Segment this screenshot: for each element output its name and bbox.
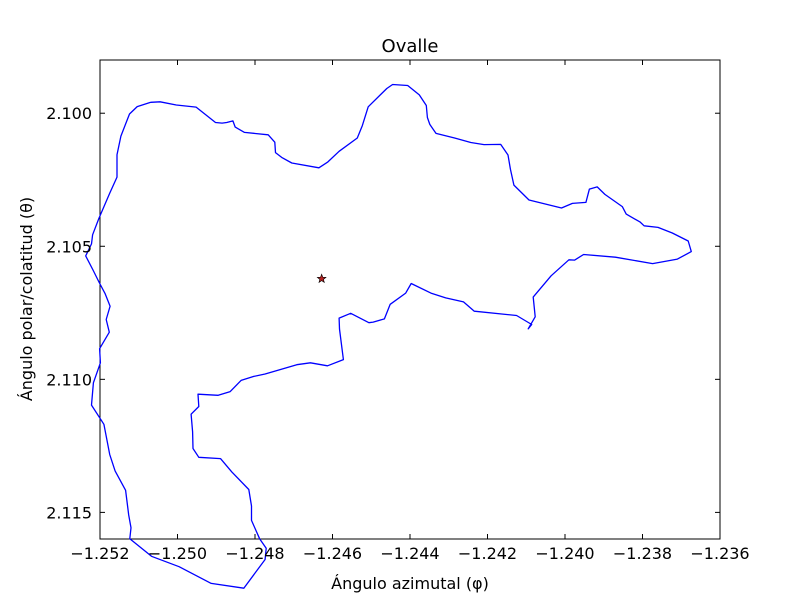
y-axis-ticks: 2.100 2.105 2.110 2.115 [46,104,720,522]
x-tick-label: −1.238 [613,544,672,563]
x-tick-label: −1.248 [225,544,284,563]
y-tick-label: 2.100 [46,104,92,123]
x-tick-label: −1.252 [70,544,129,563]
x-axis-label: Ángulo azimutal (φ) [331,574,489,593]
plot-area [85,59,721,589]
x-axis-ticks: −1.252 −1.250 −1.248 −1.246 −1.244 −1.242 −1.2… [70,60,750,563]
x-tick-label: −1.246 [303,544,362,563]
y-tick-label: 2.115 [46,503,92,522]
y-axis-label: Ángulo polar/colatitud (θ) [17,197,36,401]
x-tick-label: −1.236 [690,544,749,563]
x-tick-label: −1.244 [380,544,439,563]
x-tick-label: −1.250 [148,544,207,563]
series-layer [85,83,692,589]
x-tick-label: −1.240 [535,544,594,563]
boundary-line [85,83,692,589]
star-marker [316,273,327,284]
chart-title: Ovalle [382,36,439,57]
y-tick-label: 2.110 [46,370,92,389]
x-tick-label: −1.242 [458,544,517,563]
axes-frame [99,59,721,540]
y-tick-label: 2.105 [46,237,92,256]
